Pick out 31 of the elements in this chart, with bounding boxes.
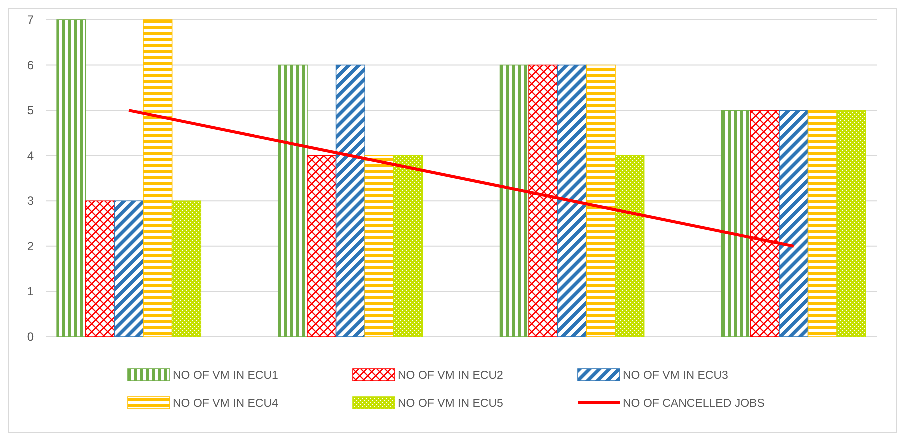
legend-label: NO OF VM IN ECU4 bbox=[173, 398, 280, 410]
legend-label: NO OF VM IN ECU1 bbox=[173, 370, 278, 382]
bar bbox=[808, 110, 838, 338]
bar bbox=[336, 64, 366, 338]
bar bbox=[836, 110, 866, 338]
bar bbox=[394, 155, 424, 338]
bar bbox=[56, 20, 86, 338]
y-tick-label: 2 bbox=[27, 239, 34, 254]
legend-label: NO OF VM IN ECU3 bbox=[623, 370, 728, 382]
bar bbox=[586, 64, 616, 338]
bar bbox=[85, 200, 116, 338]
legend-label: NO OF VM IN ECU2 bbox=[398, 370, 504, 382]
bar bbox=[114, 200, 144, 338]
bar bbox=[143, 20, 173, 338]
y-tick-label: 3 bbox=[27, 194, 34, 208]
bar bbox=[779, 110, 809, 338]
y-tick-label: 5 bbox=[27, 104, 34, 118]
y-tick-label: 7 bbox=[27, 13, 34, 27]
bar bbox=[500, 64, 530, 338]
bar bbox=[557, 64, 588, 338]
bar bbox=[278, 64, 308, 338]
y-tick-label: 6 bbox=[27, 58, 34, 72]
bar bbox=[364, 155, 394, 338]
legend-label: NO OF VM IN ECU5 bbox=[398, 398, 504, 410]
bar bbox=[615, 155, 645, 338]
y-tick-label: 1 bbox=[27, 284, 34, 299]
bar bbox=[172, 200, 202, 338]
bar bbox=[721, 110, 752, 338]
y-tick-label: 4 bbox=[27, 148, 34, 163]
y-tick-label: 0 bbox=[27, 330, 34, 344]
legend-label: NO OF CANCELLED JOBS bbox=[623, 398, 766, 410]
